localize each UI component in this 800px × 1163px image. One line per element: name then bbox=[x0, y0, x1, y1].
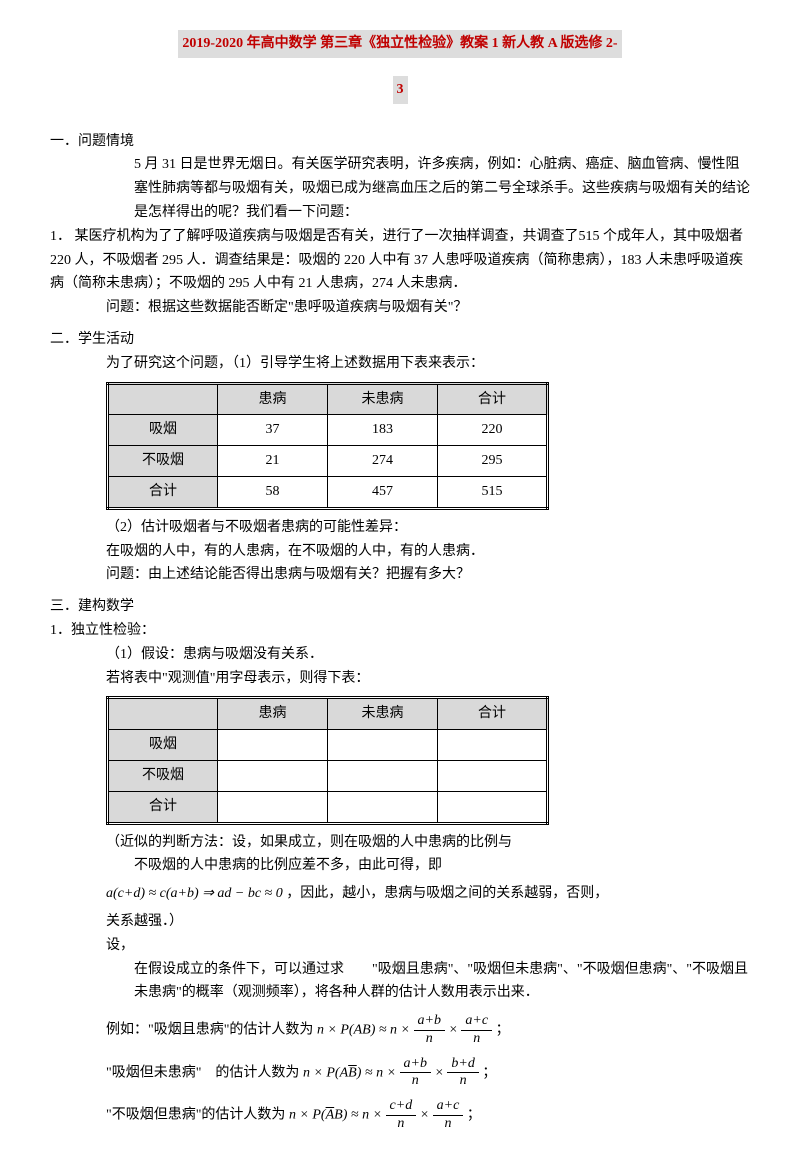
f3-math: n × P(AB) ≈ n × bbox=[289, 1108, 382, 1123]
table-symbolic: 患病 未患病 合计 吸烟 不吸烟 合计 bbox=[106, 696, 549, 824]
t1-h2: 未患病 bbox=[328, 383, 438, 415]
t1-r0c0: 吸烟 bbox=[108, 415, 218, 446]
sec1-p1: 5 月 31 日是世界无烟日。有关医学研究表明，许多疾病，例如：心脏病、癌症、脑… bbox=[50, 153, 750, 224]
t2-r0c0: 吸烟 bbox=[108, 730, 218, 761]
t2-h3: 合计 bbox=[438, 698, 548, 730]
f3-semi: ； bbox=[467, 1108, 481, 1123]
f2-pre: "吸烟但未患病" 的估计人数为 bbox=[106, 1065, 299, 1080]
t1-h0 bbox=[108, 383, 218, 415]
t1-r1c1: 21 bbox=[218, 446, 328, 477]
f2-semi: ； bbox=[482, 1065, 496, 1080]
f1-math: n × P(AB) ≈ n × bbox=[317, 1023, 410, 1038]
t1-r0c1: 37 bbox=[218, 415, 328, 446]
t1-r2c1: 58 bbox=[218, 476, 328, 508]
t2-r2c2 bbox=[328, 791, 438, 823]
sec3-item1: 1．独立性检验： bbox=[50, 619, 750, 643]
t2-r0c3 bbox=[438, 730, 548, 761]
formula-adbc: a(c+d) ≈ c(a+b) ⇒ ad − bc ≈ 0 ，因此，越小，患病与… bbox=[50, 878, 750, 910]
sec2-p1: 为了研究这个问题，（1）引导学生将上述数据用下表来表示： bbox=[50, 352, 750, 376]
sec3-p2: 若将表中"观测值"用字母表示，则得下表： bbox=[50, 667, 750, 691]
t1-h3: 合计 bbox=[438, 383, 548, 415]
f3-pre: "不吸烟但患病"的估计人数为 bbox=[106, 1108, 285, 1123]
t1-r2c0: 合计 bbox=[108, 476, 218, 508]
t2-r1c2 bbox=[328, 760, 438, 791]
t2-h2: 未患病 bbox=[328, 698, 438, 730]
f2-math: n × P(AB) ≈ n × bbox=[303, 1065, 396, 1080]
f1-frac2: a+cn bbox=[461, 1013, 492, 1048]
formula-line-2: "吸烟但未患病" 的估计人数为 n × P(AB) ≈ n × a+bn × b… bbox=[50, 1056, 750, 1091]
sec3-p3: （近似的判断方法：设，如果成立，则在吸烟的人中患病的比例与 bbox=[50, 831, 750, 855]
t2-r2c0: 合计 bbox=[108, 791, 218, 823]
section-3-heading: 三．建构数学 bbox=[50, 595, 750, 619]
f1-frac1: a+bn bbox=[414, 1013, 445, 1048]
section-1-heading: 一．问题情境 bbox=[50, 130, 750, 154]
doc-title-line2: 3 bbox=[393, 76, 408, 104]
f3-frac1: c+dn bbox=[386, 1098, 417, 1133]
formula-line-3: "不吸烟但患病"的估计人数为 n × P(AB) ≈ n × c+dn × a+… bbox=[50, 1098, 750, 1133]
table-observed: 患病 未患病 合计 吸烟 37 183 220 不吸烟 21 274 295 合… bbox=[106, 382, 549, 510]
t2-r0c2 bbox=[328, 730, 438, 761]
t2-r0c1 bbox=[218, 730, 328, 761]
sec1-item1-num: 1． bbox=[50, 229, 71, 244]
t1-r0c2: 183 bbox=[328, 415, 438, 446]
t2-h0 bbox=[108, 698, 218, 730]
sec3-p7: 设， bbox=[50, 934, 750, 958]
f1-pre: 例如："吸烟且患病"的估计人数为 bbox=[106, 1023, 313, 1038]
sec2-p3: 在吸烟的人中，有的人患病，在不吸烟的人中，有的人患病． bbox=[50, 540, 750, 564]
t1-r1c2: 274 bbox=[328, 446, 438, 477]
t2-r2c3 bbox=[438, 791, 548, 823]
sec2-p2: （2）估计吸烟者与不吸烟者患病的可能性差异： bbox=[50, 516, 750, 540]
formula-text: a(c+d) ≈ c(a+b) ⇒ ad − bc ≈ 0 bbox=[106, 886, 283, 901]
t2-r1c3 bbox=[438, 760, 548, 791]
sec3-p5: ，因此，越小，患病与吸烟之间的关系越弱，否则， bbox=[286, 886, 608, 901]
t1-r1c0: 不吸烟 bbox=[108, 446, 218, 477]
f3-frac2: a+cn bbox=[433, 1098, 464, 1133]
t2-r2c1 bbox=[218, 791, 328, 823]
sec2-p4: 问题：由上述结论能否得出患病与吸烟有关？把握有多大？ bbox=[50, 563, 750, 587]
sec3-p1: （1）假设：患病与吸烟没有关系． bbox=[50, 643, 750, 667]
f2-frac2: b+dn bbox=[447, 1056, 478, 1091]
f2-frac1: a+bn bbox=[400, 1056, 431, 1091]
t2-r1c1 bbox=[218, 760, 328, 791]
t1-r1c3: 295 bbox=[438, 446, 548, 477]
t2-h1: 患病 bbox=[218, 698, 328, 730]
t2-r1c0: 不吸烟 bbox=[108, 760, 218, 791]
doc-title-line1: 2019-2020 年高中数学 第三章《独立性检验》教案 1 新人教 A 版选修… bbox=[178, 30, 621, 58]
formula-line-1: 例如："吸烟且患病"的估计人数为 n × P(AB) ≈ n × a+bn × … bbox=[50, 1013, 750, 1048]
sec3-p4: 不吸烟的人中患病的比例应差不多，由此可得，即 bbox=[50, 854, 750, 878]
sec3-p8: 在假设成立的条件下，可以通过求 "吸烟且患病"、"吸烟但未患病"、"不吸烟但患病… bbox=[50, 958, 750, 1006]
t1-r2c3: 515 bbox=[438, 476, 548, 508]
section-2-heading: 二．学生活动 bbox=[50, 328, 750, 352]
t1-h1: 患病 bbox=[218, 383, 328, 415]
t1-r2c2: 457 bbox=[328, 476, 438, 508]
f1-semi: ； bbox=[496, 1023, 510, 1038]
sec3-p6: 关系越强．） bbox=[50, 910, 750, 934]
sec1-item1-p2: 问题：根据这些数据能否断定"患呼吸道疾病与吸烟有关"？ bbox=[50, 296, 750, 320]
sec1-item1-p1: 某医疗机构为了了解呼吸道疾病与吸烟是否有关，进行了一次抽样调查，共调查了515 … bbox=[50, 229, 743, 292]
t1-r0c3: 220 bbox=[438, 415, 548, 446]
